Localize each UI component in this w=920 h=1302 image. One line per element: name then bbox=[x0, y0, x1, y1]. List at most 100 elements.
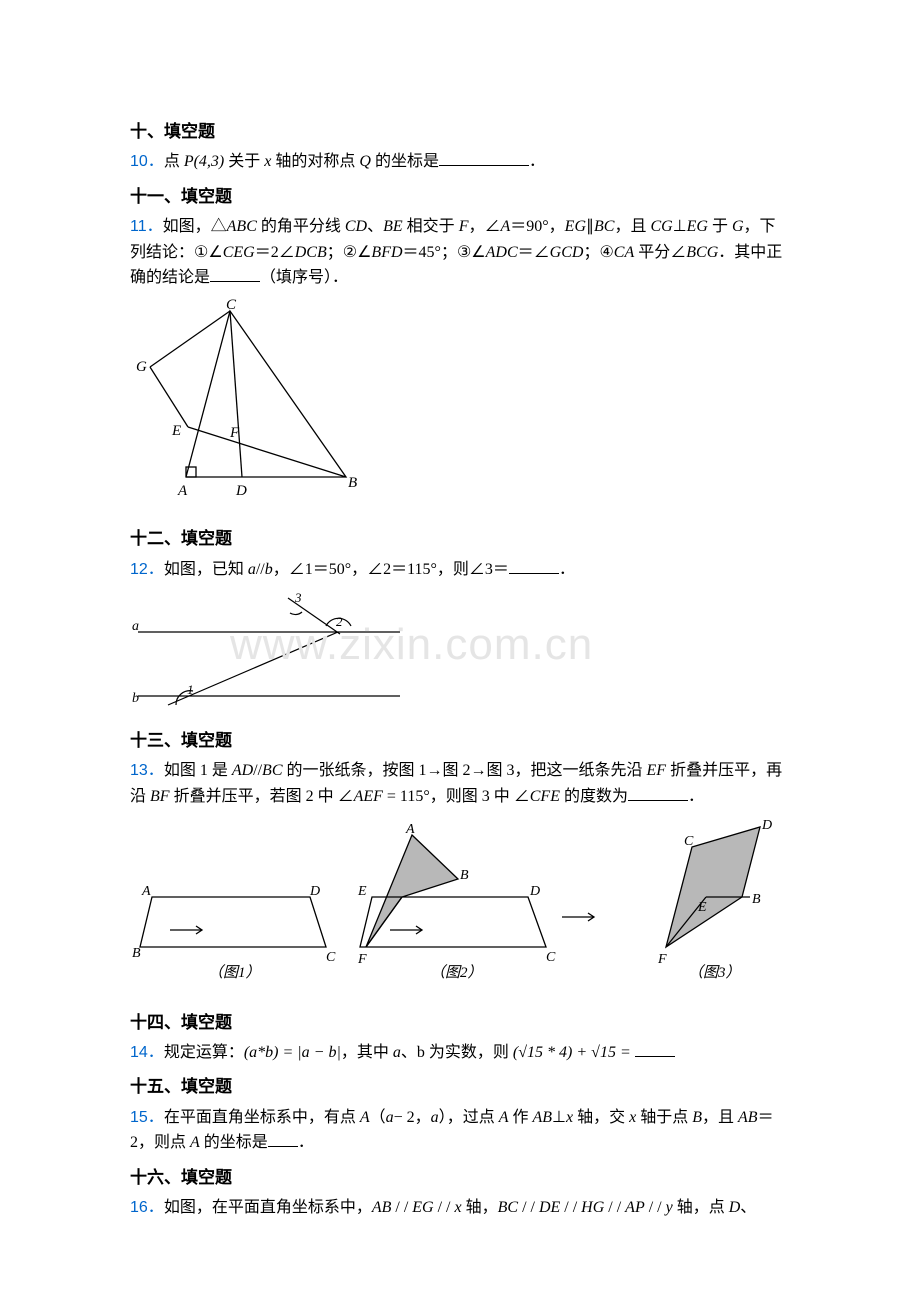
p16-AP: AP bbox=[625, 1199, 645, 1216]
section-14-heading: 十四、填空题 bbox=[130, 1009, 790, 1036]
p15-a: 在平面直角坐标系中，有点 bbox=[164, 1109, 360, 1126]
p11-b: 的角平分线 bbox=[257, 218, 345, 235]
p15-AB: AB bbox=[533, 1109, 553, 1126]
problem-10: 10．点 P(4,3) 关于 x 轴的对称点 Q 的坐标是． bbox=[130, 149, 790, 175]
p11-blank bbox=[210, 265, 260, 282]
p16-DE: DE bbox=[539, 1199, 560, 1216]
p15-two: 2， bbox=[403, 1109, 431, 1126]
svg-text:F: F bbox=[657, 952, 667, 967]
p11-cd: CD bbox=[345, 218, 367, 235]
p15-f: ，且 bbox=[702, 1109, 738, 1126]
p16-HG: HG bbox=[581, 1199, 604, 1216]
p16-s3: / / bbox=[518, 1199, 539, 1216]
svg-text:2: 2 bbox=[336, 614, 343, 629]
svg-text:B: B bbox=[132, 946, 141, 961]
p13-e: 折叠并压平，若图 2 中 ∠ bbox=[170, 788, 354, 805]
svg-text:D: D bbox=[529, 884, 540, 899]
problem-15-number: 15． bbox=[130, 1109, 164, 1126]
svg-text:D: D bbox=[235, 483, 247, 499]
problem-14: 14．规定运算：(a*b) = |a − b|，其中 a、b 为实数，则 (√1… bbox=[130, 1040, 790, 1066]
p11-s1b: ＝2∠ bbox=[255, 244, 295, 261]
p11-e: ，∠ bbox=[468, 218, 500, 235]
p10-period: ． bbox=[529, 153, 545, 170]
p11-c2: ② bbox=[343, 244, 357, 261]
p10-expr-q: Q bbox=[359, 153, 371, 170]
p15-AB2: AB bbox=[738, 1109, 758, 1126]
p16-AB: AB bbox=[372, 1199, 392, 1216]
svg-text:1: 1 bbox=[187, 682, 194, 697]
problem-13-number: 13． bbox=[130, 762, 164, 779]
p10-text-d: 的坐标是 bbox=[371, 153, 439, 170]
svg-text:b: b bbox=[132, 691, 139, 706]
svg-text:C: C bbox=[546, 950, 556, 965]
p14-blank bbox=[635, 1040, 675, 1057]
p11-bc: BC bbox=[594, 218, 614, 235]
p10-text-a: 点 bbox=[164, 153, 184, 170]
svg-text:a: a bbox=[132, 619, 139, 634]
p14-c: 、 bbox=[401, 1044, 417, 1061]
p14-expr1: (a*b) = |a − b| bbox=[244, 1044, 341, 1061]
p15-period: ． bbox=[298, 1134, 314, 1151]
section-13-heading: 十三、填空题 bbox=[130, 727, 790, 754]
p16-d: 、 bbox=[740, 1199, 756, 1216]
p11-f: F bbox=[459, 218, 469, 235]
p16-EG: EG bbox=[412, 1199, 433, 1216]
svg-text:E: E bbox=[357, 884, 367, 899]
p15-av: a bbox=[386, 1109, 394, 1126]
svg-text:A: A bbox=[405, 822, 415, 837]
p14-av: a bbox=[393, 1044, 401, 1061]
p13-g: 的度数为 bbox=[560, 788, 628, 805]
svg-text:D: D bbox=[761, 818, 772, 833]
svg-text:B: B bbox=[460, 868, 469, 883]
svg-text:A: A bbox=[177, 483, 188, 499]
svg-text:（图3）: （图3） bbox=[688, 964, 741, 981]
p10-blank bbox=[439, 149, 529, 166]
p16-D: D bbox=[729, 1199, 741, 1216]
p11-dcb: DCB bbox=[295, 244, 327, 261]
p16-s6: / / bbox=[645, 1199, 666, 1216]
p15-pr: ） bbox=[439, 1109, 447, 1126]
svg-text:E: E bbox=[171, 423, 181, 439]
p11-c3: ③ bbox=[457, 244, 471, 261]
p11-d: 相交于 bbox=[403, 218, 459, 235]
svg-text:D: D bbox=[309, 884, 320, 899]
p16-BC: BC bbox=[498, 1199, 518, 1216]
section-15-heading: 十五、填空题 bbox=[130, 1073, 790, 1100]
p11-a: 如图，△ bbox=[163, 218, 227, 235]
p16-y: y bbox=[666, 1199, 673, 1216]
p12-bv: b bbox=[265, 561, 273, 578]
p11-s1a: ∠ bbox=[208, 244, 222, 261]
p15-b: ，过点 bbox=[447, 1109, 499, 1126]
svg-text:C: C bbox=[226, 299, 237, 313]
p11-i: ⊥ bbox=[673, 218, 687, 235]
p11-be: BE bbox=[383, 218, 403, 235]
figure-11: C G E F A D B bbox=[130, 299, 790, 518]
section-10-heading: 十、填空题 bbox=[130, 118, 790, 145]
p13-bc: BC bbox=[262, 762, 282, 779]
p14-b: ，其中 bbox=[341, 1044, 393, 1061]
p15-A: A bbox=[360, 1109, 370, 1126]
p11-c4: ④ bbox=[599, 244, 613, 261]
p15-A3: A bbox=[190, 1134, 200, 1151]
p12-a: 如图，已知 bbox=[164, 561, 248, 578]
p13-f: = 115°，则图 3 中 ∠ bbox=[383, 788, 530, 805]
p12-slash: // bbox=[256, 561, 265, 578]
p15-a2: a bbox=[431, 1109, 439, 1126]
p11-s2a: ∠ bbox=[357, 244, 371, 261]
p16-b: 轴， bbox=[462, 1199, 498, 1216]
problem-16: 16．如图，在平面直角坐标系中，AB / / EG / / x 轴，BC / /… bbox=[130, 1195, 790, 1221]
p11-gg: G bbox=[732, 218, 744, 235]
p14-bv: b bbox=[417, 1044, 425, 1061]
p10-text-c: 轴的对称点 bbox=[271, 153, 359, 170]
p13-period: ． bbox=[688, 788, 704, 805]
p11-abc: ABC bbox=[227, 218, 257, 235]
p16-x: x bbox=[454, 1199, 461, 1216]
figure-13: A D B C （图1） A B E D C F （图2） bbox=[130, 817, 790, 1001]
svg-text:B: B bbox=[348, 475, 357, 491]
svg-text:E: E bbox=[697, 900, 707, 915]
section-12-heading: 十二、填空题 bbox=[130, 525, 790, 552]
p13-blank bbox=[628, 784, 688, 801]
problem-13: 13．如图 1 是 AD//BC 的一张纸条，按图 1→图 2→图 3，把这一纸… bbox=[130, 758, 790, 809]
p11-A: A bbox=[500, 218, 510, 235]
figure-11-svg: C G E F A D B bbox=[130, 299, 360, 509]
